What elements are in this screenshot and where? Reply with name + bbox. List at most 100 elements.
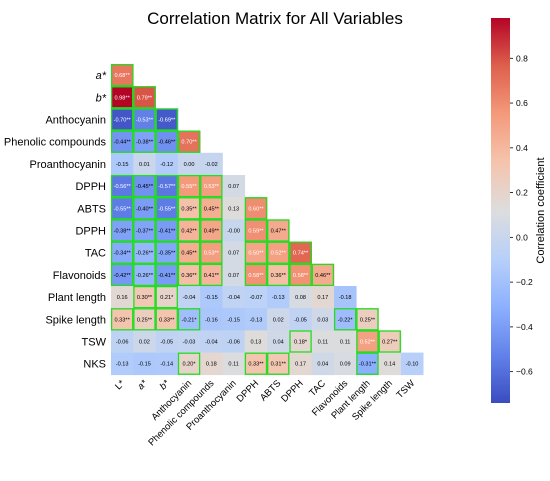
significance-outline xyxy=(378,330,401,353)
column-label: b* xyxy=(158,378,172,392)
significance-outline xyxy=(110,241,134,264)
cell-value-label: 0.00 xyxy=(184,162,195,168)
heatmap-cell xyxy=(155,130,179,154)
heatmap-cell xyxy=(200,175,223,198)
significance-outline xyxy=(200,174,223,198)
significance-outline xyxy=(244,352,268,375)
heatmap-cell xyxy=(289,330,312,353)
significance-outline xyxy=(267,352,290,375)
significance-outline xyxy=(110,63,134,87)
cell-value-label: -0.04 xyxy=(227,295,240,301)
heatmap-cell xyxy=(200,308,223,331)
significance-outline xyxy=(110,308,134,331)
heatmap-cell xyxy=(267,308,290,331)
cell-value-label: 0.20* xyxy=(183,362,197,368)
significance-outline xyxy=(110,197,134,220)
heatmap-cell xyxy=(267,286,290,309)
heatmap-cell xyxy=(111,219,134,242)
cell-value-label: 0.52** xyxy=(360,340,376,346)
cell-value-label: -0.14 xyxy=(160,362,173,368)
cell-value-label: -0.04 xyxy=(183,295,196,301)
heatmap-cell xyxy=(200,263,223,287)
cell-value-label: 0.27** xyxy=(382,340,398,346)
heatmap-cell xyxy=(177,263,201,287)
heatmap-cell xyxy=(133,152,156,176)
heatmap-cell xyxy=(356,308,379,331)
significance-outline xyxy=(177,219,201,242)
heatmap-cell xyxy=(267,219,290,242)
cell-value-label: 0.98** xyxy=(115,95,131,101)
cell-value-label: 0.74** xyxy=(293,251,309,257)
cell-value-label: -0.55** xyxy=(114,206,132,212)
heatmap-cell xyxy=(378,352,402,376)
cell-value-label: 0.60** xyxy=(248,206,264,212)
colorbar-tick-label: −0.6 xyxy=(516,367,533,377)
cell-value-label: -0.26** xyxy=(136,273,154,279)
cell-value-label: 0.45** xyxy=(181,251,197,257)
heatmap-cell xyxy=(155,175,179,198)
significance-outline xyxy=(155,130,178,153)
significance-outline xyxy=(356,352,379,375)
significance-outline xyxy=(155,241,178,264)
heatmap-cell xyxy=(244,330,268,353)
significance-outline xyxy=(155,174,178,198)
heatmap-cell xyxy=(289,263,312,287)
significance-outline xyxy=(200,263,223,287)
significance-outline xyxy=(155,108,178,131)
cell-value-label: 0.42** xyxy=(181,229,197,235)
significance-outline xyxy=(110,108,134,131)
significance-outline xyxy=(155,197,178,220)
cell-value-label: -0.35** xyxy=(158,251,176,257)
heatmap-cell xyxy=(400,352,424,376)
cell-value-label: 0.31** xyxy=(271,362,287,368)
cell-value-label: -0.38** xyxy=(136,140,154,146)
heatmap-cell xyxy=(356,330,379,353)
colorbar: 0.8 0.6 0.4 0.2 0.0 −0.2 −0.4 −0.6 Correlation c… xyxy=(491,18,547,403)
cell-value-label: 0.25** xyxy=(360,317,376,323)
heatmap-cell xyxy=(177,308,201,331)
heatmap-cell xyxy=(222,219,246,242)
colorbar-tick-label: 0.6 xyxy=(516,98,528,108)
heatmap-cell xyxy=(133,86,156,109)
heatmap-cell xyxy=(155,330,179,353)
heatmap-cell xyxy=(111,152,134,176)
heatmap-cell xyxy=(267,352,290,376)
heatmap-cell xyxy=(267,241,290,265)
heatmap-cell xyxy=(111,175,134,198)
heatmap-cell xyxy=(177,241,201,265)
heatmap-cell xyxy=(200,352,223,376)
cell-value-label: 0.50** xyxy=(248,251,264,257)
cell-value-label: 0.70** xyxy=(181,140,197,146)
colorbar-tick-label: 0.0 xyxy=(516,232,528,242)
heatmap-cell xyxy=(133,286,156,309)
cell-value-label: -0.46** xyxy=(158,140,176,146)
row-label: DPPH xyxy=(75,226,106,238)
cell-value-label: 0.08 xyxy=(295,295,306,301)
heatmap-cell xyxy=(267,263,290,287)
row-label: Plant length xyxy=(48,292,106,304)
row-label: Phenolic compounds xyxy=(4,137,107,149)
significance-outline xyxy=(155,285,178,309)
cell-value-label: 0.41** xyxy=(204,273,220,279)
heatmap-cell xyxy=(244,263,268,287)
heatmap-cell xyxy=(267,330,290,353)
heatmap-cell xyxy=(334,286,357,309)
heatmap-cell xyxy=(177,219,201,242)
cell-value-label: -0.26** xyxy=(136,251,154,257)
heatmap-cell xyxy=(111,64,134,87)
cell-value-label: -0.70** xyxy=(114,118,132,124)
heatmap-cell xyxy=(111,308,134,331)
heatmap-cell xyxy=(222,308,246,331)
heatmap-cell xyxy=(334,330,357,353)
cell-value-label: 0.35** xyxy=(181,206,197,212)
heatmap-cell xyxy=(222,330,246,353)
heatmap-cell xyxy=(111,330,134,353)
cell-value-label: 0.04 xyxy=(273,340,284,346)
heatmap-cell xyxy=(200,152,223,176)
cell-value-label: -0.04 xyxy=(205,340,218,346)
heatmap-cell xyxy=(177,175,201,198)
cell-value-label: 0.30** xyxy=(137,295,153,301)
heatmap-cell xyxy=(311,286,335,309)
heatmap-cell xyxy=(311,352,335,376)
heatmap-cell xyxy=(311,330,335,353)
